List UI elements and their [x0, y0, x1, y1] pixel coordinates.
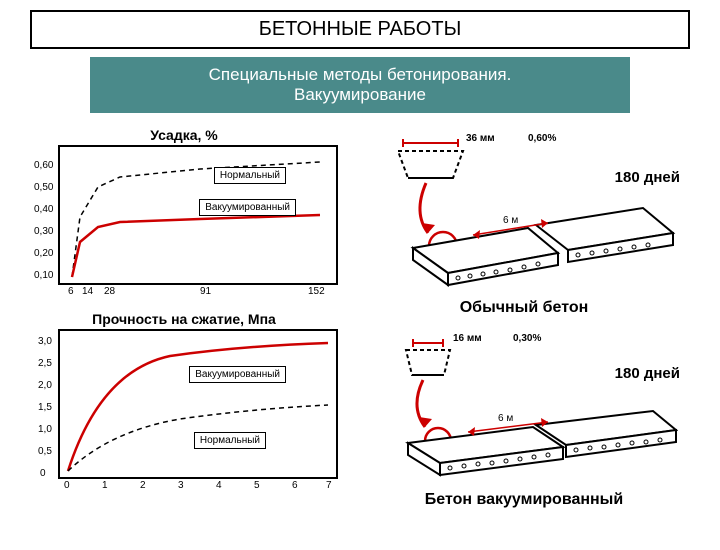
c1-x1: 14	[82, 286, 93, 297]
main-title: БЕТОННЫЕ РАБОТЫ	[30, 10, 690, 49]
chart2-legend-vac: Вакуумированный	[189, 366, 286, 383]
vacuum-concrete-diagram: 16 мм 0,30% 6 м 180 дней Бетон вакуумиро…	[358, 335, 690, 509]
c2-x2: 2	[140, 480, 146, 491]
c1-y5: 0,60	[34, 160, 53, 171]
slab1-svg	[358, 133, 678, 293]
c1-y1: 0,20	[34, 248, 53, 259]
c1-x2: 28	[104, 286, 115, 297]
c2-x3: 3	[178, 480, 184, 491]
c2-y2: 1,0	[38, 424, 52, 435]
slab1-title: Обычный бетон	[358, 299, 690, 317]
c2-y0: 0	[40, 468, 46, 479]
c2-x5: 5	[254, 480, 260, 491]
slab2-days: 180 дней	[615, 365, 680, 382]
c1-y0: 0,10	[34, 270, 53, 281]
c2-y5: 2,5	[38, 358, 52, 369]
chart2-plot	[60, 331, 336, 477]
chart1-title: Усадка, %	[30, 123, 338, 145]
slab1-gap-pct: 0,60%	[528, 133, 556, 144]
slab1-days: 180 дней	[615, 169, 680, 186]
chart2-legend-normal: Нормальный	[194, 432, 266, 449]
c1-x0: 6	[68, 286, 74, 297]
slab2-gap-pct: 0,30%	[513, 333, 541, 344]
subtitle-line1: Специальные методы бетонирования.	[209, 65, 512, 84]
c2-y3: 1,5	[38, 402, 52, 413]
c1-y3: 0,40	[34, 204, 53, 215]
c2-x7: 7	[326, 480, 332, 491]
subtitle-line2: Вакуумирование	[294, 85, 426, 104]
content-area: Усадка, % Нормальный Вакуумированный 0,1…	[0, 123, 720, 527]
slab2-len: 6 м	[498, 413, 513, 424]
c2-y4: 2,0	[38, 380, 52, 391]
c2-x1: 1	[102, 480, 108, 491]
subtitle: Специальные методы бетонирования. Вакуум…	[90, 57, 630, 113]
shrinkage-chart: Усадка, % Нормальный Вакуумированный 0,1…	[30, 123, 338, 285]
c1-y4: 0,50	[34, 182, 53, 193]
c1-x3: 91	[200, 286, 211, 297]
c2-x6: 6	[292, 480, 298, 491]
slab2-title: Бетон вакуумированный	[358, 491, 690, 509]
chart1-legend-vac: Вакуумированный	[199, 199, 296, 216]
c1-y2: 0,30	[34, 226, 53, 237]
c2-y1: 0,5	[38, 446, 52, 457]
normal-concrete-diagram: 36 мм 0,60% 6 м 180 дней Обычный бетон	[358, 133, 690, 317]
c2-y6: 3,0	[38, 336, 52, 347]
c2-x0: 0	[64, 480, 70, 491]
slab2-gap-mm: 16 мм	[453, 333, 482, 344]
strength-chart: Прочность на сжатие, Мпа Вакуумированный…	[30, 307, 338, 479]
chart2-title: Прочность на сжатие, Мпа	[30, 307, 338, 329]
right-column: 36 мм 0,60% 6 м 180 дней Обычный бетон	[358, 123, 690, 527]
c1-x4: 152	[308, 286, 325, 297]
slab2-svg	[358, 335, 678, 485]
slab1-len: 6 м	[503, 215, 518, 226]
c2-x4: 4	[216, 480, 222, 491]
slab1-gap-mm: 36 мм	[466, 133, 495, 144]
chart1-legend-normal: Нормальный	[214, 167, 286, 184]
left-column: Усадка, % Нормальный Вакуумированный 0,1…	[30, 123, 338, 527]
